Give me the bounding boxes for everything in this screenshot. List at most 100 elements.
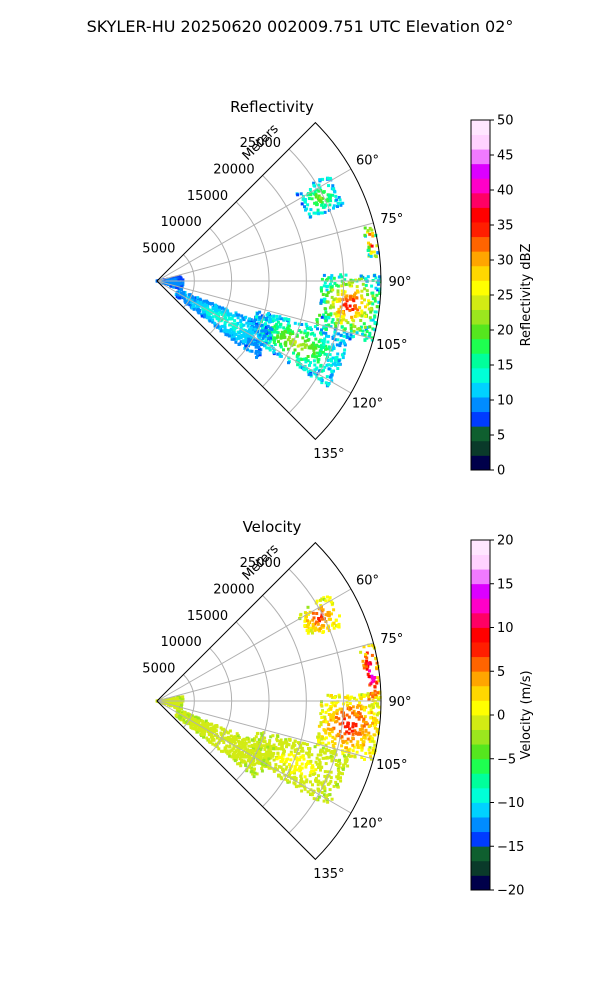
- echo-gate: [253, 742, 257, 746]
- echo-gate: [341, 201, 345, 205]
- colorbar-swatch: [471, 846, 490, 862]
- echo-gate: [313, 622, 317, 626]
- echo-gate: [342, 291, 346, 295]
- echo-gate: [234, 337, 238, 341]
- echo-gate: [298, 343, 302, 347]
- echo-gate: [371, 294, 375, 298]
- echo-gate: [260, 762, 264, 766]
- echo-gate: [283, 317, 287, 321]
- echo-gate: [314, 626, 318, 630]
- echo-gate: [279, 775, 283, 779]
- echo-gate: [351, 736, 355, 740]
- echo-gate: [215, 745, 219, 749]
- echo-gate: [287, 774, 291, 777]
- echo-gate: [361, 740, 365, 744]
- echo-gate: [328, 596, 332, 600]
- echo-gate: [264, 339, 268, 343]
- echo-gate: [322, 313, 326, 317]
- echo-gate: [292, 343, 296, 346]
- echo-gate: [334, 701, 338, 705]
- echo-gate: [341, 310, 344, 314]
- echo-gate: [375, 729, 379, 733]
- echo-gate: [337, 314, 341, 318]
- echo-gate: [371, 751, 375, 755]
- echo-gate: [330, 694, 333, 697]
- echo-gate: [340, 744, 344, 748]
- echo-gate: [373, 733, 377, 737]
- colorbar-tick-label: 35: [497, 219, 514, 234]
- echo-gate: [175, 295, 179, 298]
- echo-gate: [205, 311, 209, 315]
- echo-gate: [364, 720, 368, 724]
- echo-gate: [318, 629, 321, 633]
- echo-gate: [369, 757, 373, 761]
- echo-gate: [257, 350, 261, 354]
- echo-gate: [178, 282, 182, 286]
- echo-gate: [366, 672, 370, 676]
- echo-gate: [253, 319, 257, 323]
- echo-gate: [242, 332, 246, 336]
- echo-gate: [213, 743, 217, 747]
- echo-gate: [336, 291, 340, 295]
- echo-gate: [346, 748, 350, 752]
- echo-gate: [351, 705, 355, 709]
- echo-gate: [320, 716, 324, 719]
- echo-gate: [337, 765, 341, 769]
- echo-gate: [330, 274, 334, 278]
- echo-gate: [280, 742, 284, 746]
- echo-gate: [374, 693, 378, 697]
- echo-gate: [311, 626, 315, 630]
- echo-gate: [314, 211, 318, 215]
- echo-gate: [258, 333, 262, 337]
- echo-gate: [177, 709, 181, 713]
- echo-gate: [342, 317, 346, 321]
- echo-gate: [336, 775, 340, 779]
- echo-gate: [319, 347, 323, 351]
- echo-gate: [198, 729, 202, 733]
- echo-gate: [359, 319, 363, 322]
- echo-gate: [356, 308, 360, 312]
- echo-gate: [366, 303, 370, 307]
- echo-gate: [347, 715, 351, 719]
- echo-gate: [193, 718, 197, 722]
- echo-gate: [279, 765, 283, 769]
- echo-gate: [197, 726, 201, 730]
- echo-gate: [329, 199, 333, 203]
- echo-gate: [373, 328, 377, 332]
- echo-gate: [305, 367, 309, 371]
- echo-gate: [376, 288, 380, 292]
- colorbar-tick-label: 0: [497, 709, 505, 724]
- echo-gate: [319, 301, 323, 305]
- echo-gate: [320, 203, 324, 207]
- echo-gate: [238, 757, 242, 761]
- echo-gate: [297, 358, 301, 362]
- echo-gate: [332, 726, 336, 730]
- echo-gate: [218, 311, 222, 315]
- echo-gate: [245, 737, 249, 741]
- echo-gate: [225, 750, 229, 754]
- echo-gate: [333, 742, 337, 746]
- echo-gate: [179, 700, 183, 704]
- echo-gate: [214, 306, 218, 310]
- echo-gate: [299, 749, 303, 753]
- azimuth-gridline: [156, 280, 352, 394]
- echo-gate: [378, 287, 382, 291]
- echo-gate: [223, 748, 227, 752]
- echo-gate: [224, 333, 228, 337]
- echo-gate: [222, 329, 226, 333]
- echo-gate: [357, 717, 361, 721]
- colorbar-swatch: [471, 382, 490, 398]
- echo-gate: [374, 255, 378, 259]
- echo-gate: [373, 721, 377, 724]
- echo-gate: [240, 334, 244, 338]
- echo-gate: [317, 194, 321, 198]
- echo-gate: [372, 719, 375, 723]
- echo-gate: [323, 774, 327, 778]
- echo-gate: [360, 724, 364, 728]
- echo-gate: [327, 196, 331, 200]
- echo-gate: [283, 335, 287, 339]
- echo-gate: [359, 744, 363, 747]
- echo-gate: [329, 289, 333, 293]
- azimuth-tick-label: 135°: [313, 447, 344, 462]
- echo-gate: [293, 777, 297, 781]
